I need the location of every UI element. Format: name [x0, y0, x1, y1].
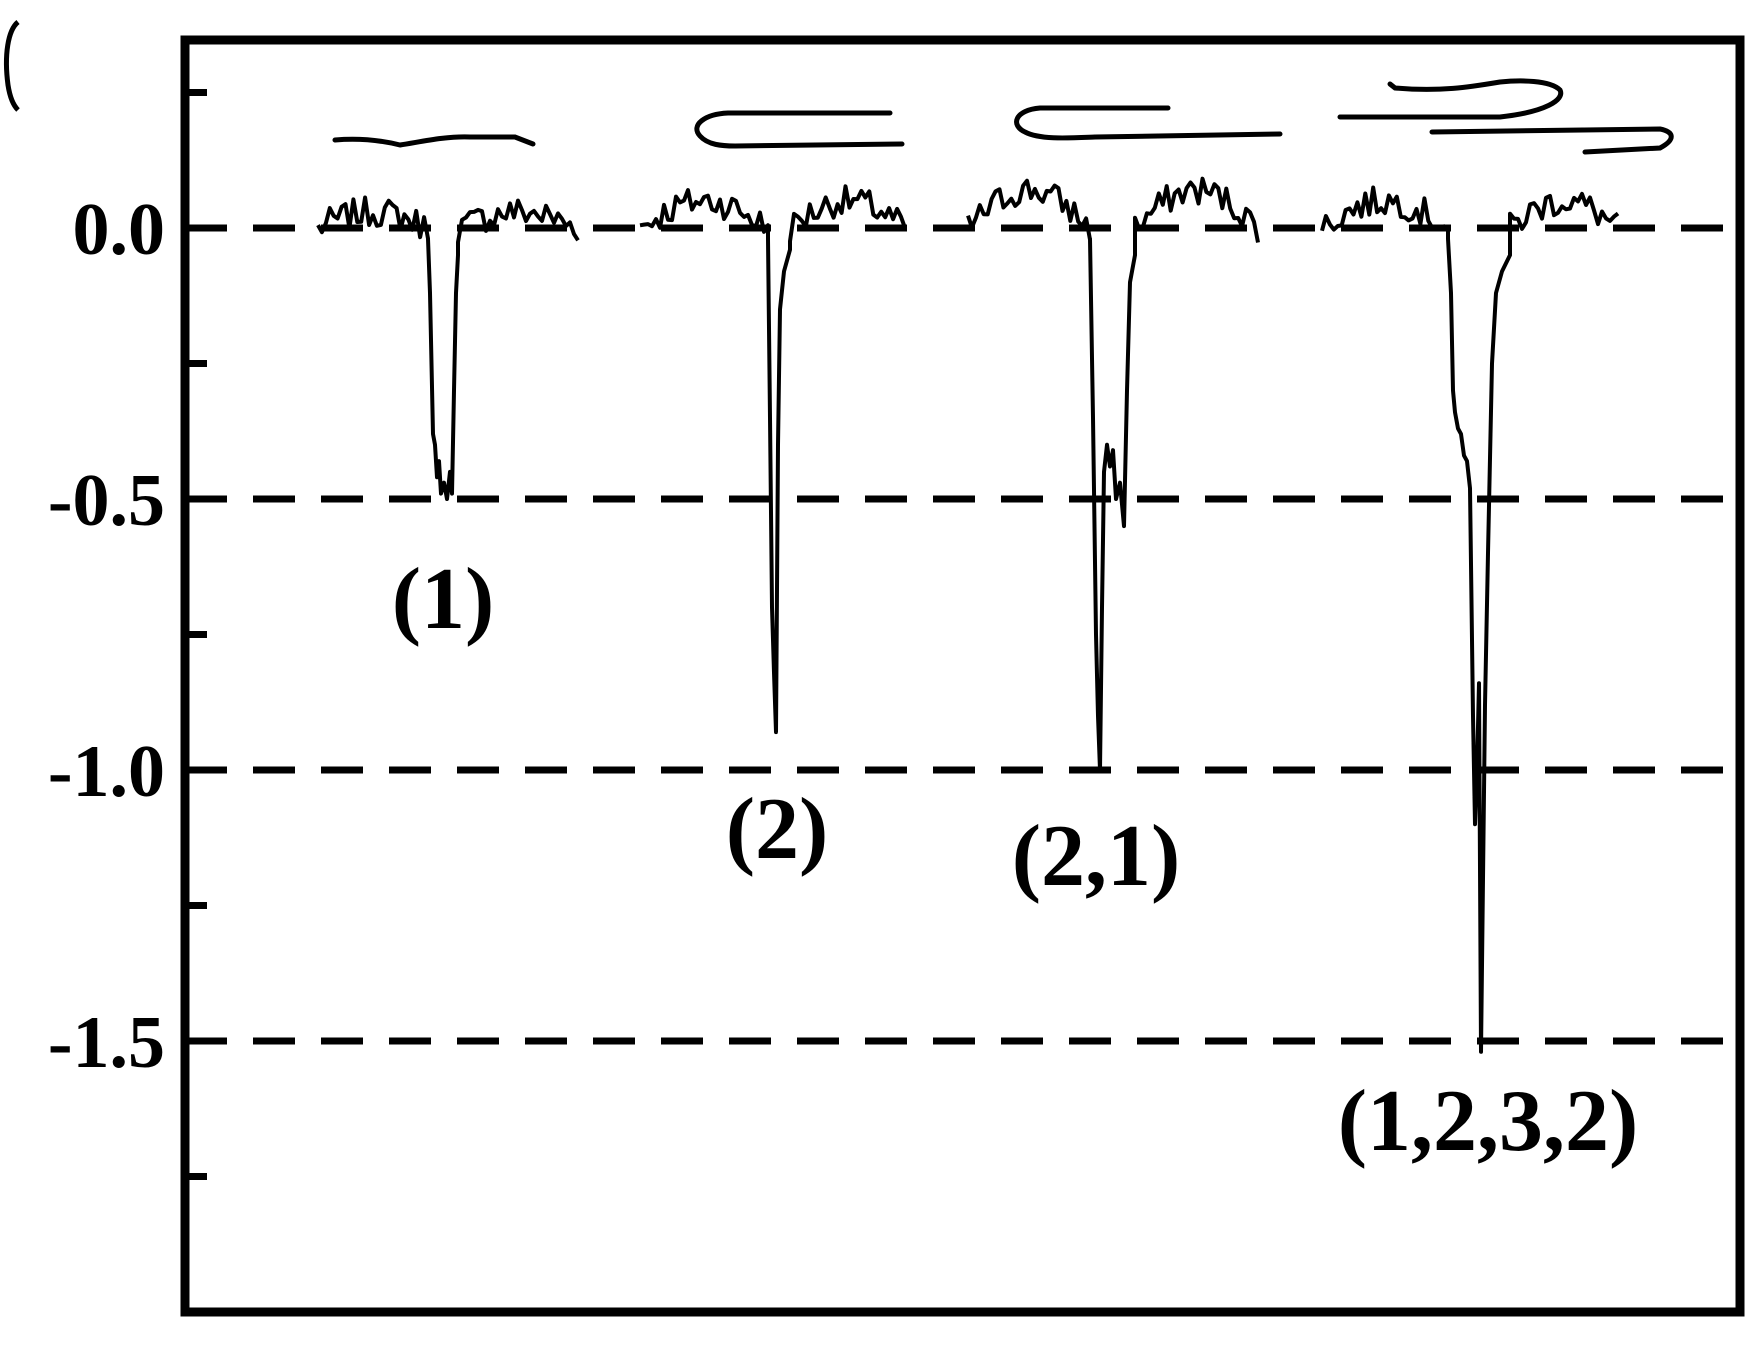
event-trace [316, 195, 580, 501]
event-labels: (1) (2) (2,1) (1,2,3,2) [392, 551, 1639, 1170]
y-axis-tick-labels: 0.0 -0.5 -1.0 -1.5 [48, 189, 165, 1084]
y-tick-label: -1.5 [48, 1002, 165, 1084]
y-tick-label: -1.0 [48, 731, 165, 813]
event-label: (1) [392, 551, 495, 648]
y-axis-ticks [185, 89, 207, 1180]
y-tick-label: 0.0 [73, 189, 166, 271]
event-trace [966, 176, 1260, 772]
event-trace [1320, 185, 1620, 1054]
event-trace [639, 184, 907, 735]
conformation-glyph [1337, 78, 1674, 155]
conformation-glyph [1014, 105, 1283, 141]
conformation-glyph [694, 110, 905, 149]
traces [316, 176, 1620, 1054]
y-tick-label: -0.5 [48, 460, 165, 542]
event-label: (2) [726, 781, 829, 878]
clipped-mark [3, 20, 20, 112]
conformation-glyphs [3, 20, 1674, 155]
plot-frame [180, 35, 1745, 1317]
event-label: (1,2,3,2) [1338, 1073, 1639, 1170]
event-label: (2,1) [1012, 808, 1181, 905]
conformation-glyph [332, 134, 536, 148]
